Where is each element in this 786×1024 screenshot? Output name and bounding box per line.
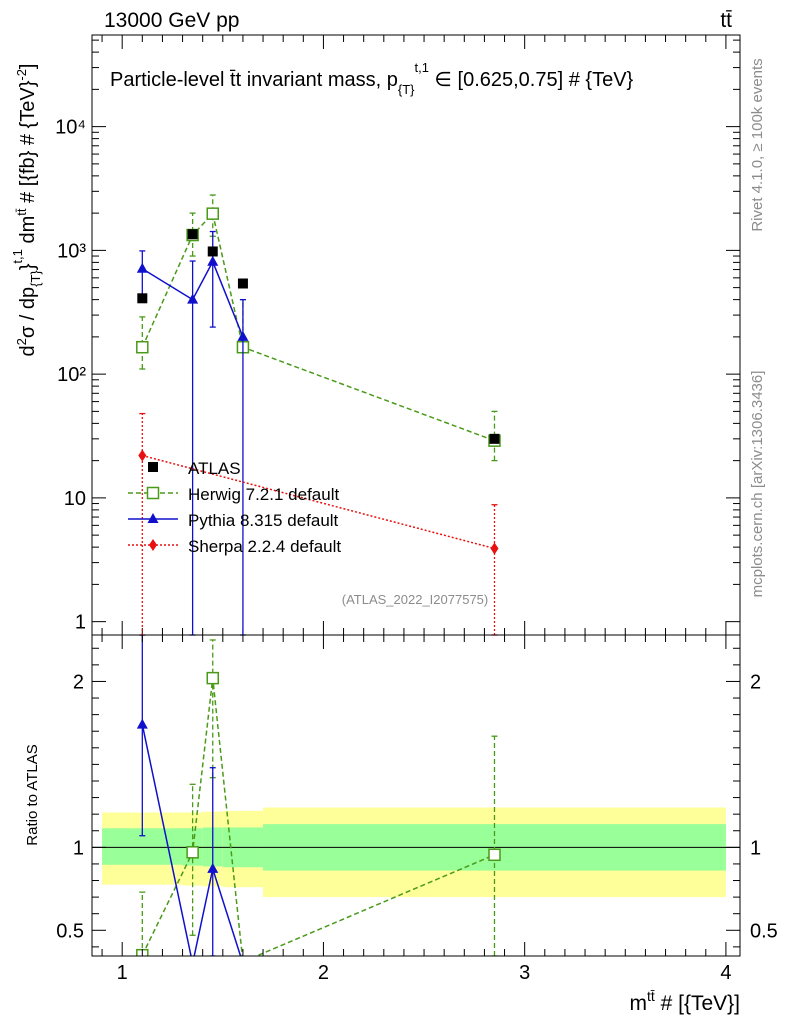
process-label: tt̄ (720, 9, 732, 32)
atlas-data-point (489, 433, 500, 444)
ratio-series-group (136, 635, 501, 956)
ylabel-b-sub: {T} (28, 270, 43, 287)
y-tick-label: 10² (57, 364, 86, 386)
ylabel-a: d (17, 345, 39, 356)
ylabel-d: dm (17, 216, 39, 249)
analysis-id: (ATLAS_2022_I2077575) (342, 592, 488, 607)
ratio-frame (91, 634, 741, 957)
legend-marker (147, 513, 159, 523)
ylabel-e-sup: -2 (14, 69, 29, 81)
data-point (136, 262, 148, 273)
legend-label: Sherpa 2.2.4 default (188, 537, 341, 556)
ratio-tick-label-right: 0.5 (750, 920, 778, 942)
chart-title-sub: {T} (398, 82, 415, 97)
ratio-panel: 0.5 0.5 1 1 2 2 (56, 634, 778, 957)
ratio-point (136, 718, 148, 729)
ratio-tick-label-right: 1 (750, 837, 761, 859)
data-point (207, 255, 219, 266)
mcplots-label: mcplots.cern.ch [arXiv:1306.3436] (749, 371, 766, 598)
chart-title-tail: ∈ [0.625,0.75] # {TeV} (429, 69, 634, 91)
series-sherpa (138, 412, 499, 636)
ratio-axis-ticks: 0.5 0.5 1 1 2 2 (56, 635, 778, 956)
legend: ATLAS Herwig 7.2.1 default Pythia 8.315 de… (128, 459, 341, 556)
ratio-tick-label: 0.5 (56, 920, 84, 942)
series-line (141, 212, 495, 442)
main-axis-ticks: 1 10 10² 10³ 10⁴ (55, 35, 740, 635)
series-line (141, 259, 244, 338)
y-tick-label: 10⁴ (55, 117, 86, 139)
atlas-data-point (237, 278, 248, 289)
legend-label: Herwig 7.2.1 default (188, 485, 339, 504)
ylabel-c-sup: t,1 (10, 249, 25, 263)
legend-item-pythia: Pythia 8.315 default (128, 511, 339, 530)
x-tick-labels: 1 2 3 4 (117, 962, 732, 984)
legend-marker (146, 486, 160, 500)
legend-item-sherpa: Sherpa 2.2.4 default (128, 537, 341, 556)
data-point (187, 293, 199, 304)
ylabel-a-sup: 2 (14, 338, 29, 345)
x-tick-label: 2 (318, 962, 329, 984)
ratio-point (488, 848, 501, 862)
legend-item-atlas: ATLAS (148, 459, 241, 478)
data-point (490, 542, 499, 555)
y-axis-label: d2σ / dp{T}}t,1 dmtt̄ # [{fb} # {TeV}-2] (10, 64, 43, 357)
ratio-y-label: Ratio to ATLAS (24, 744, 41, 845)
ratio-point (186, 846, 199, 859)
xlabel-sup: tt̄ (647, 988, 655, 1004)
main-series (136, 194, 501, 636)
xlabel-main: m (629, 992, 647, 1015)
legend-marker (149, 539, 157, 551)
legend-label: Pythia 8.315 default (188, 511, 339, 530)
ratio-series (136, 635, 501, 956)
y-tick-label: 10 (64, 488, 86, 510)
data-point (237, 330, 249, 341)
data-point (136, 340, 149, 354)
ratio-tick-label: 1 (73, 837, 84, 859)
ratio-pythia (136, 635, 242, 956)
series-pythia (136, 230, 249, 636)
x-tick-label: 3 (519, 962, 530, 984)
ratio-tick-label-right: 2 (750, 671, 761, 693)
x-tick-label: 1 (117, 962, 128, 984)
ratio-herwig (136, 639, 501, 956)
series-atlas (137, 229, 500, 444)
data-point (138, 449, 147, 462)
atlas-data-point (187, 229, 198, 240)
y-tick-label: 10³ (57, 240, 86, 262)
ratio-point (206, 671, 219, 685)
series-line (142, 454, 495, 550)
y-tick-label: 1 (75, 612, 86, 634)
legend-item-herwig: Herwig 7.2.1 default (128, 485, 339, 504)
rivet-label: Rivet 4.1.0, ≥ 100k events (749, 58, 766, 231)
chart-title-main: Particle-level t̄t invariant mass, p (110, 69, 398, 91)
x-tick-label: 4 (720, 962, 731, 984)
ratio-line (141, 724, 242, 956)
data-point (206, 207, 219, 220)
main-panel: 1 10 10² 10³ 10⁴ Particle-level t̄t invarian… (55, 34, 741, 636)
ylabel-b: σ / dp (17, 287, 39, 338)
x-axis-label: mtt̄ # [{TeV}] (629, 988, 740, 1015)
ratio-point (207, 862, 219, 873)
ylabel-c: } (17, 263, 39, 270)
chart-title-sup: t,1 (415, 60, 429, 75)
ylabel-f: ] (17, 64, 39, 70)
ylabel-e: # [{fb} # {TeV} (17, 80, 39, 208)
ylabel-d-sup: tt̄ (14, 208, 29, 216)
energy-label: 13000 GeV pp (104, 9, 239, 32)
legend-marker (148, 462, 158, 472)
atlas-data-point (207, 246, 218, 257)
xlabel-tail: # [{TeV}] (655, 992, 740, 1015)
legend-label: ATLAS (188, 459, 241, 478)
ratio-tick-label: 2 (73, 671, 84, 693)
chart-title: Particle-level t̄t invariant mass, p{T}t… (110, 60, 634, 97)
atlas-data-point (137, 293, 148, 304)
